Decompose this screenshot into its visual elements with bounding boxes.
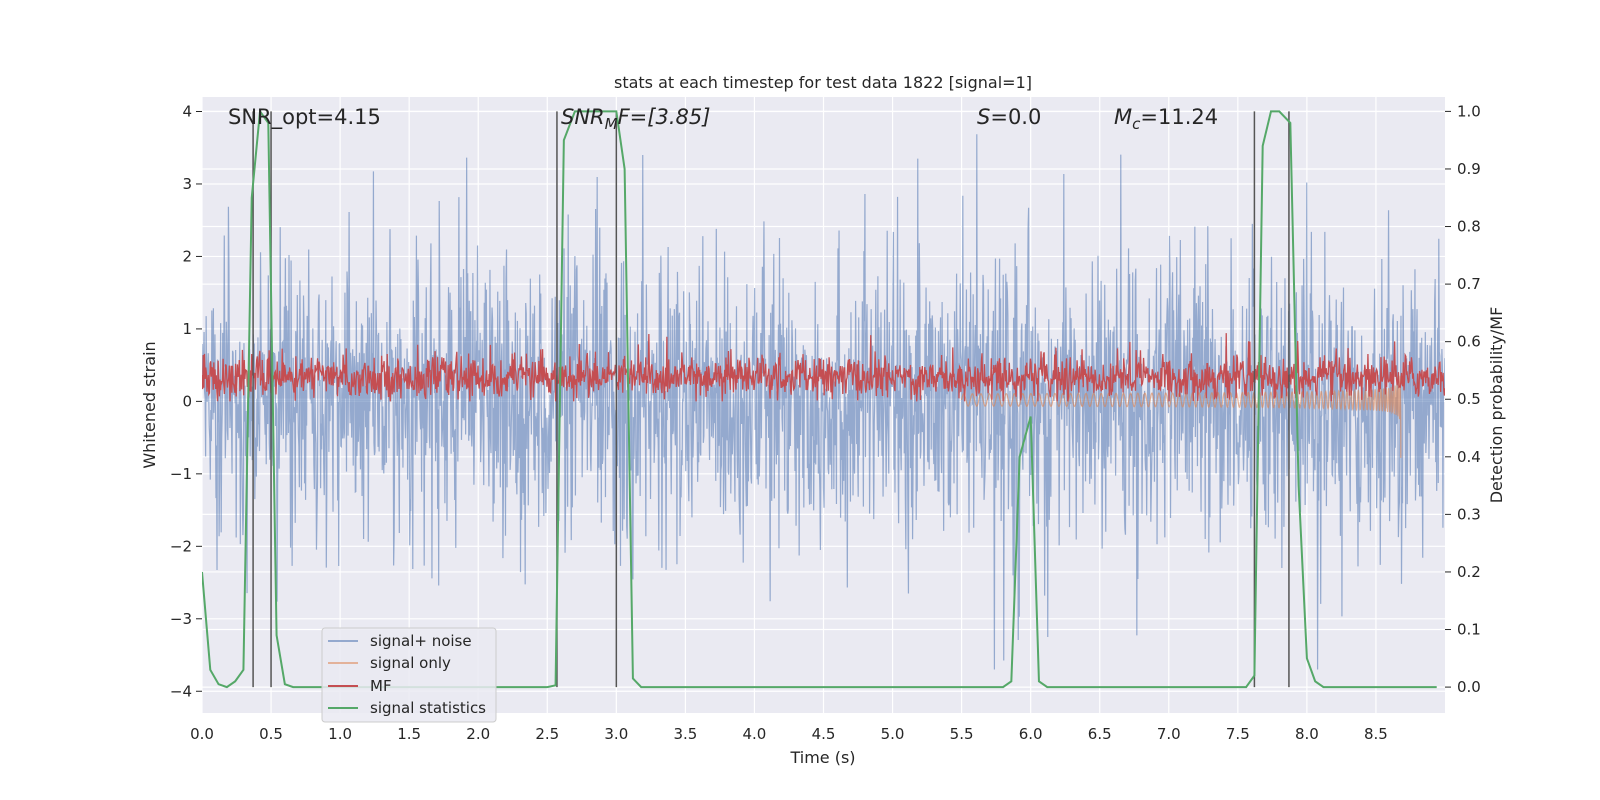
x-tick-label: 1.0 <box>328 725 352 743</box>
x-tick-label: 6.0 <box>1019 725 1043 743</box>
x-tick-label: 7.0 <box>1157 725 1181 743</box>
y-right-tick-label: 0.8 <box>1457 218 1481 236</box>
signal-only-line <box>961 375 1402 458</box>
annotation-snr-mf: SNRMF=[3.85] <box>561 105 710 133</box>
y-right-tick-label: 0.5 <box>1457 390 1481 408</box>
y-tick-label: −4 <box>170 682 192 700</box>
y-right-tick-label: 0.9 <box>1457 160 1481 178</box>
y-tick-label: 1 <box>182 320 192 338</box>
annotation-s: S=0.0 <box>977 105 1041 129</box>
plot-area <box>202 108 1445 689</box>
x-tick-label: 6.5 <box>1088 725 1112 743</box>
signal-noise-line <box>202 134 1445 670</box>
x-tick-label: 3.0 <box>604 725 628 743</box>
legend: signal+ noise signal only MF signal stat… <box>321 627 497 723</box>
x-tick-label: 3.5 <box>673 725 697 743</box>
x-tick-label: 0.5 <box>259 725 283 743</box>
y-axis-right-label: Detection probability/MF <box>1487 307 1506 504</box>
x-tick-label: 5.5 <box>950 725 974 743</box>
x-axis-label: Time (s) <box>789 748 855 767</box>
y-right-tick-label: 0.2 <box>1457 563 1481 581</box>
annotation-snr-opt: SNR_opt=4.15 <box>228 105 381 130</box>
y-tick-label: −2 <box>170 537 192 555</box>
legend-label-mf: MF <box>370 677 392 695</box>
y-axis-ticks: 4 3 2 1 0 −1 −2 −3 −4 <box>170 102 202 700</box>
x-tick-label: 7.5 <box>1226 725 1250 743</box>
series-signal-noise <box>202 134 1445 670</box>
annotation-mc: Mc=11.24 <box>1114 105 1218 133</box>
y-tick-label: 3 <box>182 175 192 193</box>
series-signal-statistics <box>202 108 1437 689</box>
series-mf <box>202 333 1445 402</box>
legend-label-signal-noise: signal+ noise <box>370 632 472 650</box>
y-tick-label: 4 <box>182 102 192 120</box>
x-tick-label: 8.5 <box>1364 725 1388 743</box>
x-tick-label: 2.5 <box>535 725 559 743</box>
y-right-tick-label: 0.0 <box>1457 678 1481 696</box>
legend-label-signal-statistics: signal statistics <box>370 699 486 717</box>
y-tick-label: −3 <box>170 610 192 628</box>
legend-label-signal-only: signal only <box>370 654 451 672</box>
y-right-tick-label: 0.4 <box>1457 448 1481 466</box>
x-tick-label: 0.0 <box>190 725 214 743</box>
x-tick-label: 5.0 <box>881 725 905 743</box>
y-tick-label: 2 <box>182 247 192 265</box>
x-tick-label: 8.0 <box>1295 725 1319 743</box>
y-tick-label: 0 <box>182 392 192 410</box>
legend-box <box>321 627 497 723</box>
y-right-tick-label: 0.6 <box>1457 333 1481 351</box>
y-tick-label: −1 <box>170 465 192 483</box>
y-axis-right-ticks: 1.0 0.9 0.8 0.7 0.6 0.5 0.4 0.3 0.2 0.1 0.0 <box>1445 102 1481 696</box>
x-axis-ticks: 0.0 0.5 1.0 1.5 2.0 2.5 3.0 3.5 4.0 4.5 5.0 5.5 6.0 6… <box>190 725 1388 743</box>
y-right-tick-label: 0.3 <box>1457 505 1481 523</box>
chart-title: stats at each timestep for test data 182… <box>614 73 1032 92</box>
y-axis-label: Whitened strain <box>140 341 159 468</box>
x-tick-label: 4.0 <box>743 725 767 743</box>
x-tick-label: 2.0 <box>466 725 490 743</box>
x-tick-label: 4.5 <box>812 725 836 743</box>
y-right-tick-label: 1.0 <box>1457 102 1481 120</box>
signal-statistics-line <box>202 108 1437 689</box>
y-right-tick-label: 0.7 <box>1457 275 1481 293</box>
y-right-tick-label: 0.1 <box>1457 621 1481 639</box>
mf-line <box>202 333 1445 402</box>
detection-lines <box>252 111 1290 688</box>
series-signal-only <box>961 375 1402 458</box>
x-tick-label: 1.5 <box>397 725 421 743</box>
